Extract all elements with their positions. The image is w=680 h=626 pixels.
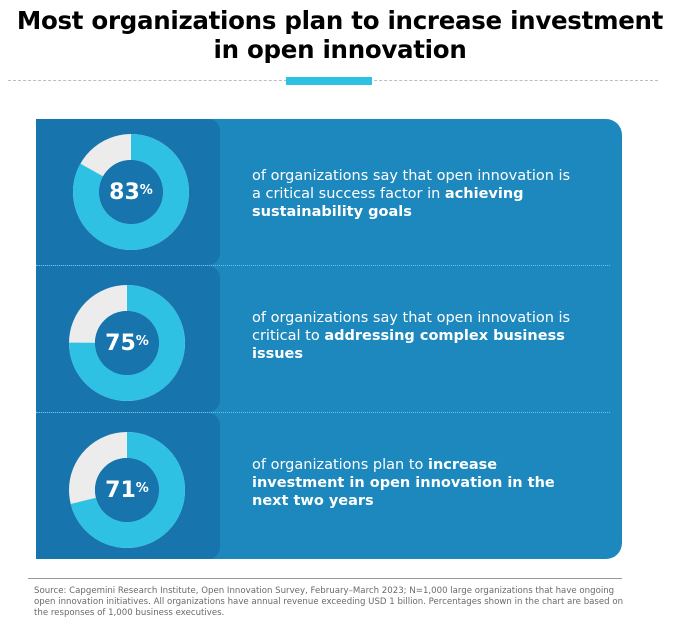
stat-text-plain-1: of organizations say that open innovatio… <box>252 168 571 202</box>
donut-center-1 <box>99 160 163 224</box>
stat-text-bold-2: addressing complex business issues <box>252 328 565 362</box>
stat-text-bold-3: increase investment in open innovation i… <box>252 457 555 509</box>
stat-text-1: of organizations say that open innovatio… <box>252 167 582 221</box>
title-accent-bar <box>286 77 372 85</box>
donut-value-unit-3: % <box>135 481 149 496</box>
chart-title: Most organizations plan to increase inve… <box>0 6 680 64</box>
source-rule <box>28 578 622 579</box>
source-note: Source: Capgemini Research Institute, Op… <box>34 586 624 618</box>
stat-text-plain-3: of organizations plan to <box>252 457 428 473</box>
donut-value-number-2: 75 <box>105 331 136 356</box>
donut-chart-1 <box>73 134 189 250</box>
donut-value-number-1: 83 <box>109 180 140 205</box>
stat-text-bold-1: achieving sustainability goals <box>252 186 524 220</box>
donut-value-1: 83% <box>86 180 176 206</box>
row-divider-2 <box>36 412 610 413</box>
title-line-2: in open innovation <box>213 35 467 64</box>
row-divider-1 <box>36 265 610 266</box>
donut-value-arc-2 <box>69 285 185 401</box>
donut-value-number-3: 71 <box>105 478 136 503</box>
donut-chart-2 <box>69 285 185 401</box>
donut-value-3: 71% <box>82 478 172 504</box>
donut-value-unit-1: % <box>139 183 153 198</box>
donut-value-2: 75% <box>82 331 172 357</box>
title-line-1: Most organizations plan to increase inve… <box>16 6 664 35</box>
donut-chart-3 <box>69 432 185 548</box>
stat-text-3: of organizations plan to increase invest… <box>252 456 582 510</box>
donut-value-arc-3 <box>69 432 185 548</box>
donut-center-3 <box>95 458 159 522</box>
donut-value-unit-2: % <box>135 334 149 349</box>
stat-text-2: of organizations say that open innovatio… <box>252 309 582 363</box>
stat-text-plain-2: of organizations say that open innovatio… <box>252 310 571 344</box>
donut-center-2 <box>95 311 159 375</box>
donut-value-arc-1 <box>73 134 189 250</box>
